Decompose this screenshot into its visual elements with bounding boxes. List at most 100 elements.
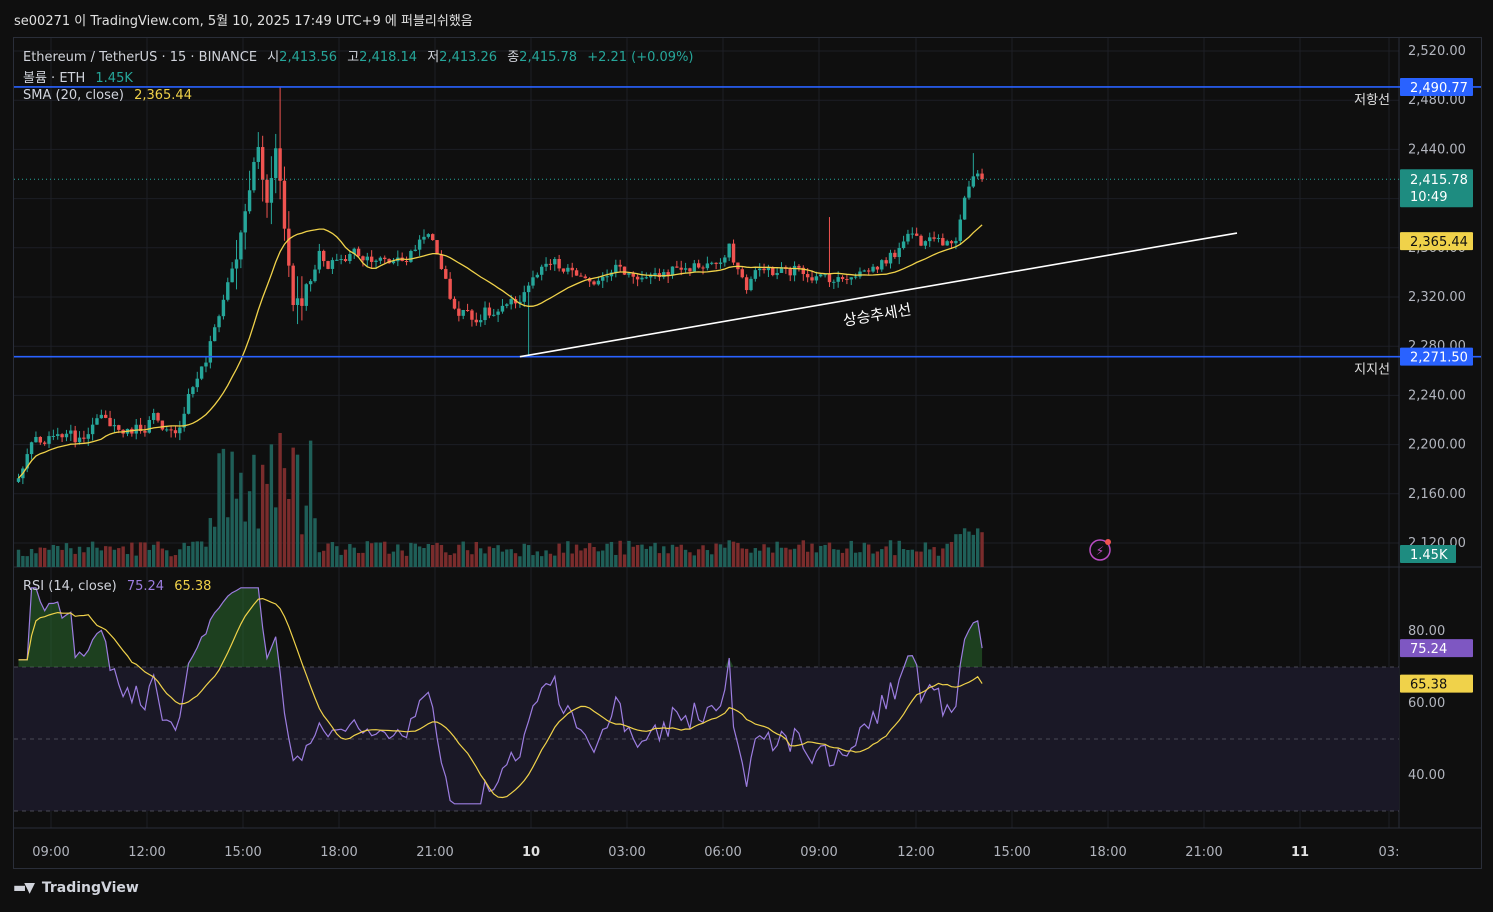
candle-body [766,267,771,271]
volume-bar [849,540,853,567]
volume-bar [465,550,470,567]
candle-body [858,271,862,277]
volume-bar [112,549,117,567]
candle-body [448,278,452,299]
volume-bar [845,548,849,567]
rsi-ma-value: 65.38 [174,579,212,594]
candle-body [662,272,666,278]
candle-body [587,278,592,282]
volume-bar [304,505,308,567]
volume-bar [649,546,653,567]
candle-body [444,269,448,279]
candle-body [884,260,888,264]
volume-bar [448,555,452,567]
chart-panel[interactable]: 저항선 지지선 상승추세선 2,120.00 2,160.00 2,200.00 2,240… [13,37,1482,869]
candle-body [112,425,117,427]
candle-body [762,268,766,271]
candle-body [561,268,566,272]
volume-bar [836,549,840,567]
price-tick-label: 2,240.00 [1408,388,1466,403]
volume-bar [278,433,282,567]
volume-bar [871,553,875,567]
volume-legend: 볼륨 · ETH 1.45K [23,67,133,86]
candle-body [343,259,348,262]
candle-body [753,270,758,279]
volume-bar [566,541,570,567]
volume-bar [814,552,819,567]
candle-body [369,256,374,262]
rsi-tag: 75.24 [1410,642,1447,657]
candle-body [596,280,601,285]
candle-body [38,436,42,443]
candle-body [143,431,147,433]
volume-bar [692,555,696,567]
rsi-tick-label: 40.00 [1408,768,1445,783]
candle-body [51,435,56,437]
volume-bar [77,546,82,567]
volume-bar [356,552,361,567]
candle-body [86,434,90,439]
volume-bar [400,550,404,567]
time-tick-label: 12:00 [128,845,165,860]
candle-body [478,320,483,323]
volume-bar [243,521,247,567]
candle-body [457,308,461,316]
volume-bar [130,542,134,567]
volume-bar [627,540,631,567]
candle-body [191,387,195,395]
volume-bar [226,517,230,567]
volume-bar [413,543,417,567]
candle-body [744,277,749,291]
volume-bar [736,542,740,567]
volume-bar [618,540,622,567]
candle-body [138,424,143,432]
volume-bar [775,541,779,567]
candle-body [566,267,570,272]
price-chart[interactable]: 저항선지지선상승추세선2,120.002,160.002,200.002,240… [14,38,1481,868]
candle-body [221,299,226,317]
candle-body [540,266,544,275]
candle-body [374,260,378,262]
candle-body [239,232,243,260]
volume-bar [478,548,483,567]
candle-body [361,256,365,261]
volume-bar [108,546,112,567]
sma-tag: 2,365.44 [1410,235,1468,250]
candle-body [875,266,880,270]
volume-bar [125,554,130,567]
candle-body [936,238,941,240]
candle-body [958,219,962,241]
candle-body [156,413,160,421]
volume-bar [42,547,47,567]
close-value: 2,415.78 [519,50,578,65]
volume-bar [570,553,574,567]
candle-body [683,268,688,270]
volume-bar [888,540,893,567]
candle-body [295,298,300,306]
volume-bar [954,534,958,567]
low-label: 저 [427,50,440,65]
time-tick-label: 03:00 [608,845,645,860]
volume-bar [971,534,976,567]
candle-body [531,277,535,286]
volume-bar [609,541,614,567]
volume-bar [696,549,701,567]
candle-body [365,256,369,261]
volume-bar [404,555,409,567]
volume-bar [487,546,492,567]
candle-body [487,307,492,316]
volume-bar [73,553,77,567]
candle-body [256,147,260,162]
volume-bar [906,549,910,567]
candle-body [435,240,439,255]
volume-bar [587,543,592,567]
volume-bar [217,453,221,567]
volume-bar [191,541,195,567]
volume-bar [396,544,400,567]
candle-body [243,211,247,233]
candle-body [840,277,845,280]
candle-body [932,237,936,239]
candle-body [160,420,165,430]
candle-body [335,259,339,261]
volume-bar [867,544,871,567]
